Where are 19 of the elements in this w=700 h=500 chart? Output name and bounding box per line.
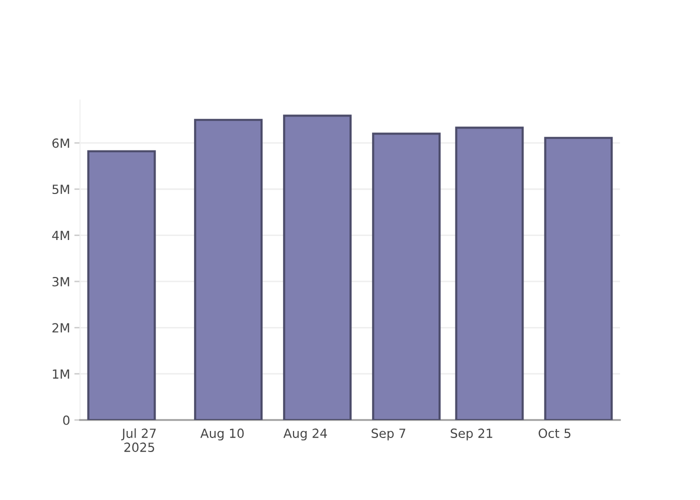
y-tick-label: 6M: [52, 138, 70, 148]
y-tick-label: 3M: [52, 276, 70, 286]
x-tick-label: Aug 24: [283, 428, 327, 440]
bar: [372, 132, 441, 420]
x-tick-label: Sep 7: [372, 428, 406, 440]
y-tick-label: 4M: [52, 230, 70, 240]
y-tick-label: 1M: [52, 369, 70, 379]
bar: [544, 136, 613, 420]
bar: [283, 114, 352, 420]
x-tick-label: Aug 10: [200, 428, 244, 440]
bar: [194, 118, 263, 420]
bar: [455, 126, 524, 420]
y-tick-label: 0: [63, 415, 70, 425]
x-tick-label: Jul 27 2025: [121, 428, 156, 452]
y-tick-label: 2M: [52, 323, 70, 332]
y-tick-label: 5M: [52, 184, 70, 194]
x-tick-label: Sep 21: [450, 428, 492, 440]
bar: [87, 150, 156, 420]
x-tick-label: Oct 5: [538, 428, 570, 438]
